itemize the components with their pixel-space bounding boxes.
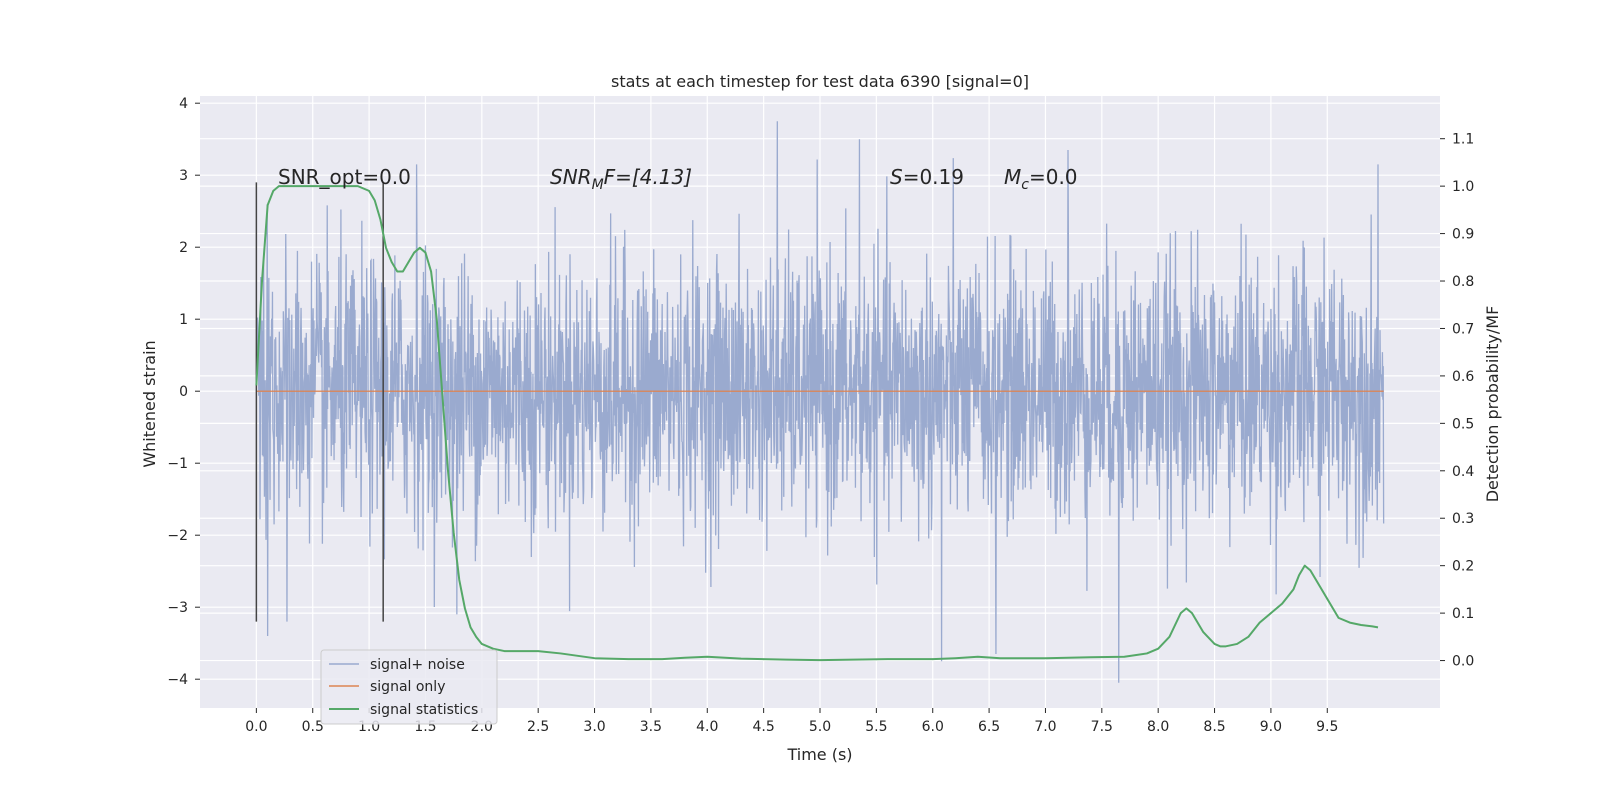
x-tick-label: 4.5 bbox=[753, 719, 775, 735]
annotation-snr-mf: SNRMF=[4.13] bbox=[550, 165, 692, 193]
series-signal-statistics-group bbox=[255, 185, 1379, 662]
annotation-snr-opt: SNR_opt=0.0 bbox=[278, 165, 411, 189]
x-tick-label: 5.0 bbox=[809, 719, 831, 735]
annotation-snr-mf-rest: F=[4.13] bbox=[604, 165, 692, 189]
y2-tick-label: 0.6 bbox=[1452, 369, 1474, 385]
x-tick-label: 3.5 bbox=[640, 719, 662, 735]
x-tick-label: 5.5 bbox=[865, 719, 887, 735]
series-line-signal-statistics bbox=[255, 185, 1379, 662]
series-line-signal-noise bbox=[255, 121, 1385, 683]
y2-tick-label: 0.7 bbox=[1452, 321, 1474, 337]
chart-title: stats at each timestep for test data 639… bbox=[611, 72, 1029, 91]
series-signal-noise bbox=[255, 121, 1385, 683]
annotation-snr-mf-sub: M bbox=[592, 177, 604, 193]
legend-box bbox=[320, 649, 498, 725]
y2-axis-ticks: 1.1 1.0 0.9 0.8 0.7 0.6 0.5 0.4 0.3 0.2 0.1 0.0 bbox=[1440, 132, 1474, 670]
x-tick-label: 9.5 bbox=[1316, 719, 1338, 735]
legend: signal+ noise signal only signal statist… bbox=[320, 649, 498, 725]
y-tick-label: 4 bbox=[179, 96, 188, 112]
vertical-markers bbox=[255, 182, 384, 622]
annotation-mc: Mc=0.0 bbox=[1004, 165, 1078, 193]
y2-axis-label: Detection probability/MF bbox=[1483, 306, 1502, 503]
annotation-s-main: S bbox=[890, 165, 903, 189]
x-tick-label: 9.0 bbox=[1260, 719, 1282, 735]
legend-label-signal-noise: signal+ noise bbox=[370, 657, 465, 673]
y-tick-label: −3 bbox=[167, 600, 188, 616]
x-tick-label: 2.5 bbox=[527, 719, 549, 735]
y2-tick-label: 1.0 bbox=[1452, 179, 1474, 195]
y-tick-label: 2 bbox=[179, 240, 188, 256]
y-tick-label: −2 bbox=[167, 528, 188, 544]
x-tick-label: 8.5 bbox=[1203, 719, 1225, 735]
y-tick-label: 3 bbox=[179, 168, 188, 184]
y-axis-ticks: 4 3 2 1 0 −1 −2 −3 −4 bbox=[167, 96, 200, 688]
x-tick-label: 6.0 bbox=[922, 719, 944, 735]
x-tick-label: 7.5 bbox=[1091, 719, 1113, 735]
y-tick-label: 0 bbox=[179, 384, 188, 400]
annotation-s: S=0.19 bbox=[890, 165, 964, 189]
x-tick-label: 7.0 bbox=[1034, 719, 1056, 735]
x-tick-label: 6.5 bbox=[978, 719, 1000, 735]
x-tick-label: 8.0 bbox=[1147, 719, 1169, 735]
y2-tick-label: 0.2 bbox=[1452, 559, 1474, 575]
x-tick-label: 4.0 bbox=[696, 719, 718, 735]
y2-tick-label: 0.4 bbox=[1452, 464, 1474, 480]
y2-tick-label: 0.9 bbox=[1452, 227, 1474, 243]
x-tick-label: 0.5 bbox=[302, 719, 324, 735]
x-axis-label: Time (s) bbox=[786, 745, 852, 764]
y2-tick-label: 1.1 bbox=[1452, 132, 1474, 148]
legend-label-signal-only: signal only bbox=[370, 679, 445, 695]
x-tick-label: 3.0 bbox=[583, 719, 605, 735]
y-tick-label: 1 bbox=[179, 312, 188, 328]
y-tick-label: −1 bbox=[167, 456, 188, 472]
annotation-mc-rest: =0.0 bbox=[1029, 165, 1078, 189]
y2-tick-label: 0.3 bbox=[1452, 511, 1474, 527]
y-tick-label: −4 bbox=[167, 672, 188, 688]
y2-tick-label: 0.0 bbox=[1452, 654, 1474, 670]
legend-label-signal-statistics: signal statistics bbox=[370, 702, 478, 718]
annotation-s-rest: =0.19 bbox=[903, 165, 964, 189]
annotation-mc-main: M bbox=[1004, 165, 1021, 189]
annotation-snr-mf-main: SNR bbox=[550, 165, 592, 189]
y-axis-label: Whitened strain bbox=[140, 340, 159, 467]
x-tick-label: 0.0 bbox=[245, 719, 267, 735]
y2-tick-label: 0.1 bbox=[1452, 606, 1474, 622]
annotation-mc-sub: c bbox=[1021, 177, 1029, 193]
y2-tick-label: 0.5 bbox=[1452, 416, 1474, 432]
y2-tick-label: 0.8 bbox=[1452, 274, 1474, 290]
